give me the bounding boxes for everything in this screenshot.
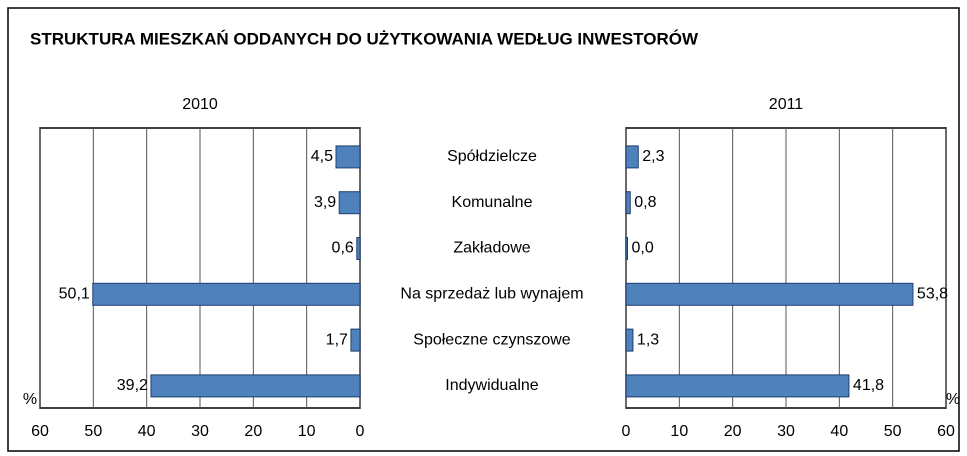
x-tick-label: 50 xyxy=(884,423,902,440)
bar xyxy=(92,282,361,306)
panel-title: 2010 xyxy=(182,96,218,113)
value-label: 3,9 xyxy=(314,194,336,211)
x-tick-label: 30 xyxy=(191,423,209,440)
bar xyxy=(625,191,631,215)
bar xyxy=(625,237,628,260)
bar xyxy=(625,282,914,306)
bar xyxy=(356,237,361,260)
x-tick-label: 0 xyxy=(356,423,365,440)
bar xyxy=(350,328,361,352)
value-label: 4,5 xyxy=(311,148,333,165)
x-tick-label: 40 xyxy=(138,423,156,440)
frame xyxy=(7,7,960,452)
x-tick-label: 30 xyxy=(777,423,795,440)
x-tick-label: 50 xyxy=(84,423,102,440)
value-label: 39,2 xyxy=(117,377,148,394)
panel-title: 2011 xyxy=(769,96,804,113)
x-tick-label: 40 xyxy=(830,423,848,440)
bar xyxy=(150,374,361,398)
value-label: 0,8 xyxy=(634,194,656,211)
x-tick-label: 10 xyxy=(670,423,688,440)
bar xyxy=(335,145,361,169)
value-label: 50,1 xyxy=(59,286,90,303)
category-label: Spółdzielcze xyxy=(447,148,537,165)
category-label: Społeczne czynszowe xyxy=(413,331,571,348)
bar xyxy=(338,191,361,215)
value-label: 53,8 xyxy=(917,286,948,303)
value-label: 1,7 xyxy=(326,331,348,348)
category-label: Indywidualne xyxy=(445,377,539,394)
value-label: 2,3 xyxy=(642,148,664,165)
category-label: Komunalne xyxy=(452,194,533,211)
x-tick-label: 20 xyxy=(244,423,262,440)
x-tick-label: 10 xyxy=(298,423,316,440)
category-label: Zakładowe xyxy=(453,240,530,257)
value-label: 0,0 xyxy=(632,240,654,257)
chart-title: STRUKTURA MIESZKAŃ ODDANYCH DO UŻYTKOWAN… xyxy=(30,29,699,48)
value-label: 1,3 xyxy=(637,331,659,348)
bar xyxy=(625,145,639,169)
value-label: 0,6 xyxy=(332,240,354,257)
axis-unit: % xyxy=(23,391,37,408)
category-label: Na sprzedaż lub wynajem xyxy=(400,286,583,303)
axis-unit: % xyxy=(946,391,960,408)
x-tick-label: 20 xyxy=(724,423,742,440)
value-label: 41,8 xyxy=(853,377,884,394)
x-tick-label: 60 xyxy=(31,423,49,440)
x-tick-label: 0 xyxy=(622,423,631,440)
bar xyxy=(625,374,850,398)
bar xyxy=(625,328,634,352)
x-tick-label: 60 xyxy=(937,423,955,440)
